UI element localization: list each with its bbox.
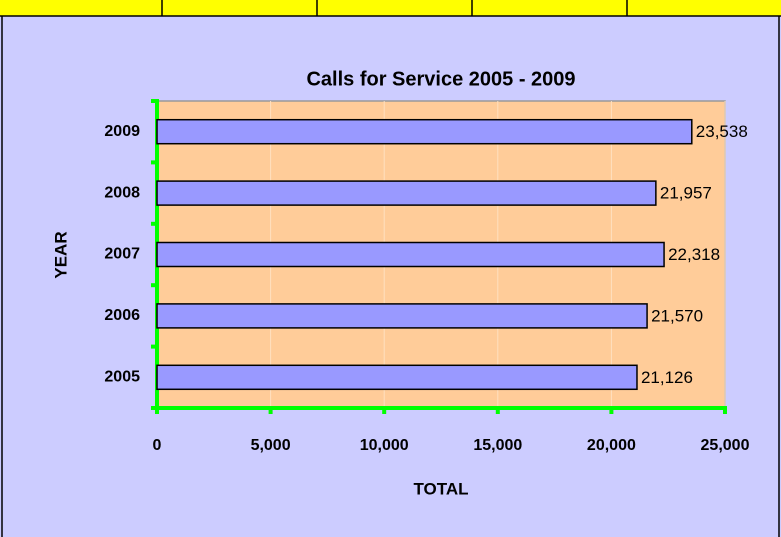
x-tick-label: 20,000 bbox=[587, 437, 636, 454]
data-label: 22,318 bbox=[668, 245, 720, 264]
y-tick-label: 2007 bbox=[104, 246, 140, 263]
x-tick-label: 10,000 bbox=[360, 437, 409, 454]
y-tick-label: 2009 bbox=[104, 123, 140, 140]
x-tick-label: 25,000 bbox=[701, 437, 750, 454]
x-axis-title: TOTAL bbox=[413, 479, 468, 498]
bar bbox=[156, 364, 638, 391]
data-label: 21,957 bbox=[660, 184, 712, 203]
y-axis-title: YEAR bbox=[51, 231, 70, 278]
x-tick-label: 5,000 bbox=[251, 437, 291, 454]
bar bbox=[156, 180, 657, 206]
data-label: 23,538 bbox=[696, 122, 748, 141]
x-tick-label: 15,000 bbox=[473, 437, 522, 454]
bar bbox=[156, 118, 693, 145]
y-tick-label: 2005 bbox=[104, 369, 140, 386]
y-tick-label: 2006 bbox=[104, 307, 140, 324]
data-label: 21,126 bbox=[641, 368, 693, 387]
data-label: 21,570 bbox=[651, 306, 703, 325]
x-tick-label: 0 bbox=[153, 437, 162, 454]
bar bbox=[156, 241, 665, 268]
chart-title: Calls for Service 2005 - 2009 bbox=[306, 68, 575, 90]
bar bbox=[156, 303, 648, 329]
header-strip bbox=[0, 0, 781, 16]
y-tick-label: 2008 bbox=[104, 184, 140, 201]
